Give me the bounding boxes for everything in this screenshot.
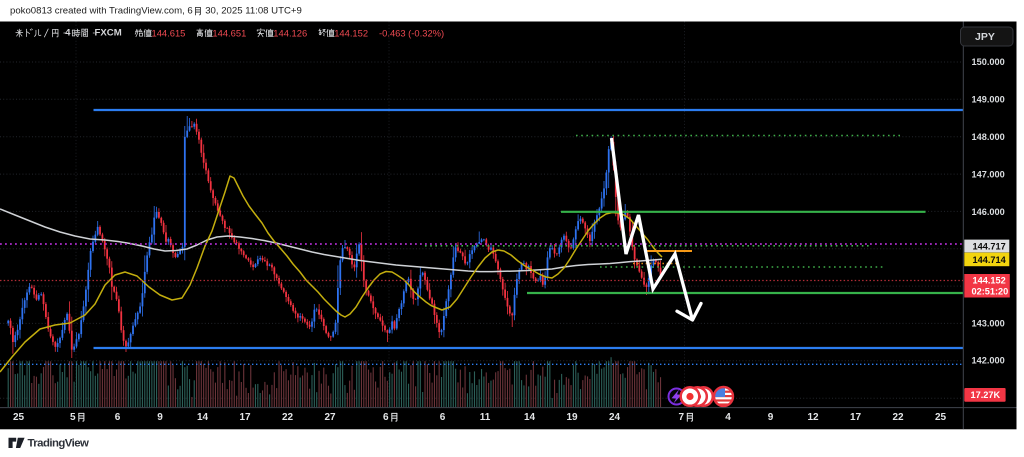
svg-text:14: 14 bbox=[524, 412, 536, 423]
svg-text:142.000: 142.000 bbox=[972, 356, 1005, 366]
svg-text:27: 27 bbox=[324, 412, 336, 423]
svg-text:JPY: JPY bbox=[975, 31, 995, 43]
svg-text:144.152: 144.152 bbox=[973, 275, 1006, 285]
svg-text:144.126: 144.126 bbox=[273, 28, 307, 39]
svg-text:poko0813 created with TradingV: poko0813 created with TradingView.com, 6 bbox=[10, 6, 193, 17]
svg-text:25: 25 bbox=[935, 412, 947, 423]
svg-text:FXCM: FXCM bbox=[95, 28, 122, 39]
svg-text:6: 6 bbox=[440, 412, 446, 423]
svg-text:150.000: 150.000 bbox=[972, 57, 1005, 67]
svg-text:144.152: 144.152 bbox=[334, 28, 368, 39]
svg-text:9: 9 bbox=[157, 412, 163, 423]
svg-text:7: 7 bbox=[679, 412, 685, 423]
svg-text:22: 22 bbox=[892, 412, 904, 423]
svg-text:149.000: 149.000 bbox=[972, 95, 1005, 105]
svg-text:9: 9 bbox=[768, 412, 774, 423]
svg-text:144.714: 144.714 bbox=[973, 255, 1007, 265]
svg-text:146.000: 146.000 bbox=[972, 207, 1005, 217]
svg-text:144.651: 144.651 bbox=[212, 28, 246, 39]
svg-text:22: 22 bbox=[282, 412, 294, 423]
svg-text:147.000: 147.000 bbox=[972, 170, 1005, 180]
svg-text:6: 6 bbox=[115, 412, 121, 423]
svg-text:17: 17 bbox=[850, 412, 862, 423]
svg-text:6: 6 bbox=[383, 412, 389, 423]
svg-text:12: 12 bbox=[807, 412, 819, 423]
svg-text:144.717: 144.717 bbox=[973, 241, 1006, 251]
svg-text:143.000: 143.000 bbox=[972, 319, 1005, 329]
svg-text:5: 5 bbox=[70, 412, 76, 423]
svg-text:14: 14 bbox=[197, 412, 209, 423]
svg-text:25: 25 bbox=[13, 412, 25, 423]
svg-text:17.27K: 17.27K bbox=[971, 390, 1001, 400]
svg-text:30, 2025 11:08 UTC+9: 30, 2025 11:08 UTC+9 bbox=[205, 6, 302, 17]
svg-text:144.615: 144.615 bbox=[152, 28, 186, 39]
svg-text:02:51:20: 02:51:20 bbox=[972, 286, 1009, 296]
svg-text:4: 4 bbox=[725, 412, 731, 423]
svg-text:24: 24 bbox=[609, 412, 621, 423]
svg-text:17: 17 bbox=[239, 412, 251, 423]
svg-text:TradingView: TradingView bbox=[28, 437, 90, 449]
svg-text:148.000: 148.000 bbox=[972, 132, 1005, 142]
svg-text:4: 4 bbox=[65, 28, 71, 39]
svg-text:-0.463 (-0.32%): -0.463 (-0.32%) bbox=[379, 28, 444, 39]
svg-text:19: 19 bbox=[566, 412, 578, 423]
svg-text:11: 11 bbox=[480, 412, 491, 423]
